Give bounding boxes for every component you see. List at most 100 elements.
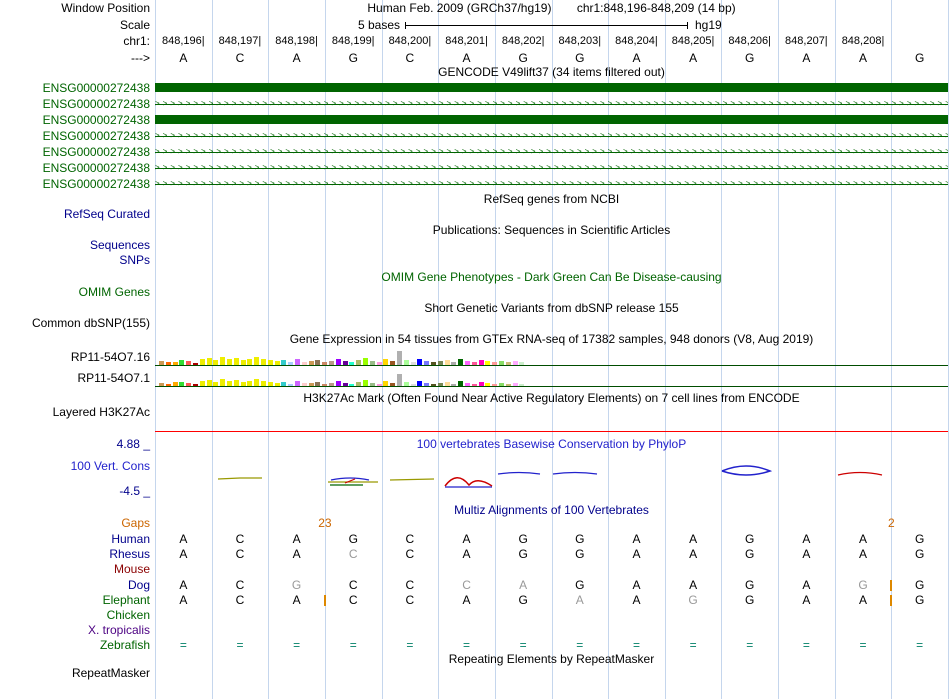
coordinate-label[interactable]: 848,200| bbox=[388, 35, 432, 47]
gtex-tissue-bar[interactable] bbox=[199, 359, 205, 365]
coordinate-label[interactable]: 848,203| bbox=[558, 35, 602, 47]
species-label[interactable]: Mouse bbox=[113, 562, 150, 577]
gtex-tissue-bar[interactable] bbox=[199, 381, 205, 386]
species-label[interactable]: Human bbox=[111, 532, 150, 546]
gtex-tissue-bar[interactable] bbox=[220, 379, 226, 386]
gtex-tissue-bar[interactable] bbox=[274, 361, 280, 365]
gtex-tissue-bar[interactable] bbox=[397, 374, 402, 386]
gtex-tissue-bar[interactable] bbox=[505, 362, 511, 365]
gtex-tissue-bar[interactable] bbox=[213, 360, 219, 365]
gtex-tissue-bar[interactable] bbox=[451, 362, 457, 365]
gtex-tissue-bar[interactable] bbox=[471, 384, 477, 386]
coordinate-label[interactable]: 848,202| bbox=[501, 35, 545, 47]
gtex-tissue-bar[interactable] bbox=[274, 383, 280, 386]
gtex-tissue-bar[interactable] bbox=[431, 384, 436, 386]
gtex-tissue-bar[interactable] bbox=[410, 362, 416, 365]
gtex-tissue-bar[interactable] bbox=[329, 383, 334, 386]
alignment-bases[interactable] bbox=[155, 623, 948, 638]
gtex-tissue-bar[interactable] bbox=[193, 384, 198, 386]
gtex-tissue-bar[interactable] bbox=[356, 360, 362, 365]
gencode-gene-row[interactable]: ENSG00000272438 >>>>>>>>>>>>>>>>>>>>>>>>>… bbox=[0, 96, 950, 112]
gtex-tissue-bar[interactable] bbox=[363, 380, 368, 386]
gtex-tissue-bar[interactable] bbox=[342, 361, 348, 365]
gtex-tissue-bar[interactable] bbox=[261, 381, 266, 386]
gtex-tissue-bar[interactable] bbox=[254, 379, 260, 386]
gene-id-label[interactable]: ENSG00000272438 bbox=[42, 129, 150, 143]
coordinate-label[interactable]: 848,207| bbox=[785, 35, 828, 47]
gtex-gene-label[interactable]: RP11-54O7.16 bbox=[70, 350, 150, 364]
species-label[interactable]: Dog bbox=[127, 577, 150, 592]
coordinate-label[interactable]: 848,199| bbox=[331, 35, 375, 47]
gtex-tissue-bar[interactable] bbox=[383, 381, 389, 386]
gtex-tissue-bar[interactable] bbox=[390, 383, 396, 386]
gtex-tissue-bar[interactable] bbox=[376, 384, 382, 386]
gtex-tissue-bar[interactable] bbox=[369, 383, 375, 386]
gtex-tissue-bar[interactable] bbox=[458, 381, 464, 386]
gencode-gene-row[interactable]: ENSG00000272438 >>>>>>>>>>>>>>>>>>>>>>>>>… bbox=[0, 176, 950, 192]
gtex-tissue-bar[interactable] bbox=[295, 359, 300, 365]
gtex-tissue-bar[interactable] bbox=[206, 358, 212, 365]
gtex-tissue-bar[interactable] bbox=[240, 382, 246, 386]
gene-exon-bar[interactable] bbox=[155, 80, 948, 96]
refseq-track-label[interactable]: RefSeq Curated bbox=[63, 207, 150, 221]
gtex-tissue-bar[interactable] bbox=[301, 383, 307, 386]
base-ruler-row[interactable]: chr1: 848,196| 848,197| 848,198| 848,199| 84… bbox=[0, 35, 950, 48]
snps-track-label[interactable]: SNPs bbox=[119, 253, 150, 267]
species-label[interactable]: Zebrafish bbox=[99, 638, 150, 653]
gtex-tissue-bar[interactable] bbox=[213, 382, 219, 386]
gtex-tissue-bar[interactable] bbox=[165, 362, 171, 365]
gtex-tissue-bar[interactable] bbox=[172, 362, 178, 365]
gtex-tissue-bar[interactable] bbox=[512, 361, 518, 365]
gtex-tissue-bar[interactable] bbox=[342, 383, 348, 386]
gtex-tissue-bar[interactable] bbox=[519, 384, 525, 386]
gtex-tissue-bar[interactable] bbox=[403, 382, 409, 386]
alignment-bases[interactable] bbox=[155, 562, 948, 577]
alignment-bases[interactable]: = = = = = = = = = = = = = = bbox=[155, 638, 948, 653]
gtex-tissue-bar[interactable] bbox=[240, 360, 246, 365]
gtex-tissue-bar[interactable] bbox=[492, 384, 498, 386]
gtex-tissue-bar[interactable] bbox=[478, 382, 484, 386]
gtex-tissue-bar[interactable] bbox=[159, 383, 164, 386]
gtex-tissue-bar[interactable] bbox=[281, 382, 287, 386]
gtex-tissue-bar[interactable] bbox=[288, 384, 294, 386]
conservation-track-row[interactable]: 100 Vert. Cons -4.5 _ bbox=[0, 452, 950, 498]
gtex-tissue-bar[interactable] bbox=[308, 361, 314, 365]
gtex-tissue-bar[interactable] bbox=[512, 383, 518, 386]
gene-intron-arrows[interactable]: >>>>>>>>>>>>>>>>>>>>>>>>>>>>>>>>>>>>>>>>… bbox=[155, 128, 948, 144]
repeatmasker-track-label[interactable]: RepeatMasker bbox=[71, 666, 150, 680]
gtex-tissue-bar[interactable] bbox=[499, 383, 504, 386]
gtex-tissue-bar[interactable] bbox=[444, 382, 450, 386]
gtex-tissue-bar[interactable] bbox=[363, 358, 368, 365]
gene-intron-arrows[interactable]: >>>>>>>>>>>>>>>>>>>>>>>>>>>>>>>>>>>>>>>>… bbox=[155, 160, 948, 176]
gtex-tissue-bar[interactable] bbox=[322, 384, 328, 386]
gencode-gene-row[interactable]: ENSG00000272438 >>>>>>>>>>>>>>>>>>>>>>>>>… bbox=[0, 160, 950, 176]
gtex-tissue-bar[interactable] bbox=[247, 381, 253, 386]
gene-intron-arrows[interactable]: >>>>>>>>>>>>>>>>>>>>>>>>>>>>>>>>>>>>>>>>… bbox=[155, 96, 948, 112]
gtex-tissue-bar[interactable] bbox=[179, 382, 185, 386]
gene-id-label[interactable]: ENSG00000272438 bbox=[42, 113, 150, 127]
gtex-tissue-bar[interactable] bbox=[444, 360, 450, 365]
gtex-tissue-bar[interactable] bbox=[397, 351, 402, 365]
gtex-tissue-bar[interactable] bbox=[431, 362, 436, 365]
coordinate-label[interactable]: 848,204| bbox=[615, 35, 658, 47]
gtex-tissue-bar[interactable] bbox=[267, 382, 273, 386]
gene-exon-bar[interactable] bbox=[155, 112, 948, 128]
gtex-tissue-bar[interactable] bbox=[193, 363, 198, 365]
h3k27ac-track-area[interactable] bbox=[155, 406, 948, 419]
gtex-tissue-bar[interactable] bbox=[220, 357, 226, 365]
h3k27ac-track-label[interactable]: Layered H3K27Ac bbox=[52, 405, 150, 419]
gtex-tissue-bar[interactable] bbox=[410, 384, 416, 386]
gtex-tissue-bar[interactable] bbox=[233, 380, 239, 386]
gtex-tissue-bar[interactable] bbox=[186, 361, 192, 365]
gtex-tissue-bar[interactable] bbox=[424, 361, 430, 365]
coordinate-label[interactable]: 848,208| bbox=[841, 35, 885, 47]
gtex-gene-row[interactable]: RP11-54O7.1 bbox=[0, 369, 950, 387]
dbsnp-track-label[interactable]: Common dbSNP(155) bbox=[31, 316, 150, 330]
alignment-species-row[interactable]: Mouse bbox=[0, 562, 950, 577]
gtex-tissue-bar[interactable] bbox=[369, 361, 375, 365]
gtex-tissue-bar[interactable] bbox=[254, 357, 260, 365]
alignment-species-row[interactable]: X. tropicalis bbox=[0, 623, 950, 638]
